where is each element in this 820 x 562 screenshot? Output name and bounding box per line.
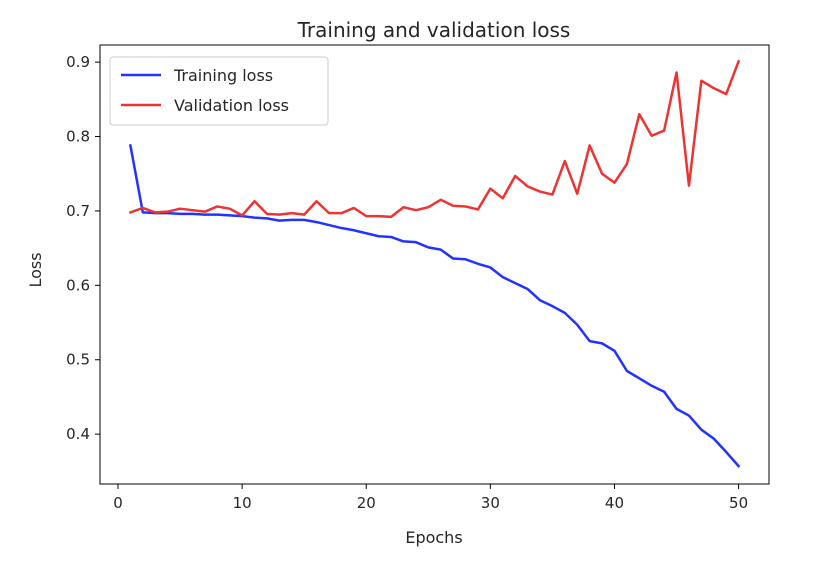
x-tick-label: 10 [233,494,252,512]
series-line-training-loss [128,143,741,468]
chart-title: Training and validation loss [297,18,571,42]
x-tick-label: 40 [605,494,624,512]
y-axis-ticks: 0.4 0.5 0.6 0.7 0.8 0.9 [66,53,100,443]
y-axis-label: Loss [26,252,45,287]
y-tick-label: 0.5 [66,351,90,369]
y-tick-label: 0.4 [66,425,90,443]
plot-frame [99,44,770,485]
x-tick-label: 0 [113,494,123,512]
legend-box [109,56,329,126]
x-tick-label: 30 [481,494,500,512]
x-axis-ticks: 0 10 20 30 40 50 [113,484,748,512]
y-tick-label: 0.8 [66,128,90,146]
y-tick-label: 0.7 [66,202,90,220]
x-axis-label: Epochs [405,528,462,547]
legend: Training loss Validation loss [109,56,329,126]
y-tick-label: 0.9 [66,53,90,71]
x-tick-label: 20 [357,494,376,512]
x-tick-label: 50 [729,494,748,512]
y-tick-label: 0.6 [66,276,90,294]
series-group [128,59,741,468]
series-line-validation-loss [128,59,741,219]
legend-label-training-loss: Training loss [173,66,273,85]
legend-label-validation-loss: Validation loss [174,96,289,115]
